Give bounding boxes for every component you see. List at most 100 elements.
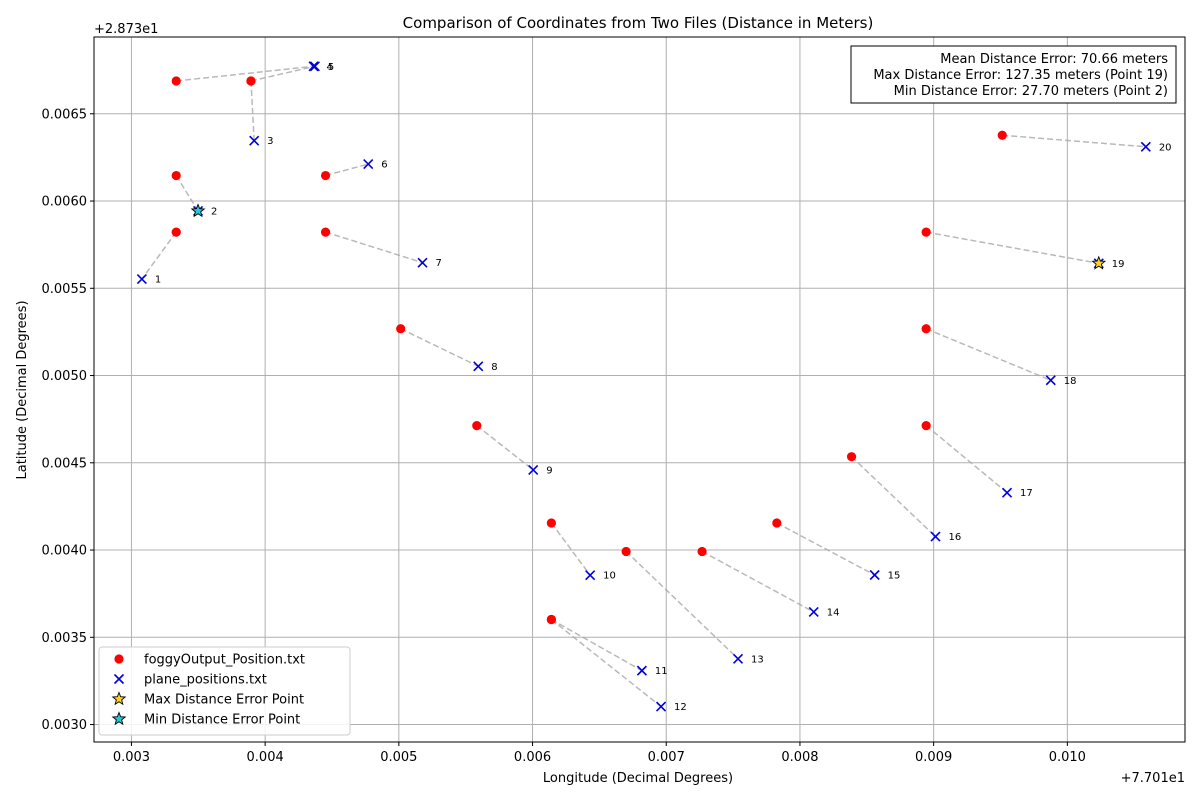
y-tick-label: 0.0055 — [42, 282, 88, 297]
connection-line — [400, 328, 479, 367]
plane-point — [930, 531, 941, 542]
legend-label: Max Distance Error Point — [144, 693, 304, 708]
foggy-point — [171, 170, 181, 181]
connection-lines — [141, 65, 1146, 708]
connection-line — [176, 65, 314, 82]
point-label: 17 — [1020, 488, 1033, 499]
point-label: 6 — [381, 160, 387, 171]
point-label: 12 — [674, 702, 687, 713]
legend-frame — [98, 646, 351, 736]
x-tick-label: 0.007 — [648, 750, 685, 765]
stats-min-text: Min Distance Error: 27.70 meters (Point … — [894, 84, 1168, 99]
connection-line — [551, 618, 643, 672]
plane-point — [808, 606, 819, 618]
plane-point — [655, 701, 667, 712]
axes: 0.003 0.004 0.005 0.006 0.007 0.008 0.009 0.010… — [42, 107, 1086, 765]
foggy-point — [246, 76, 256, 86]
chart-title: Comparison of Coordinates from Two Files… — [403, 14, 874, 32]
connection-line — [851, 456, 937, 538]
connection-line — [550, 522, 591, 576]
plane-point — [1045, 375, 1056, 386]
x-tick-label: 0.008 — [781, 750, 818, 765]
point-label: 7 — [436, 258, 442, 269]
legend-label: plane_positions.txt — [144, 673, 267, 688]
connection-line — [175, 175, 199, 212]
x-tick-label: 0.010 — [1049, 750, 1086, 765]
plane-point — [1001, 487, 1013, 498]
x-marker-stroke — [1140, 141, 1151, 152]
foggy-point — [921, 227, 931, 237]
point-label: 18 — [1064, 376, 1077, 387]
plane-point — [1140, 141, 1151, 152]
stats-max-text: Max Distance Error: 127.35 meters (Point… — [873, 68, 1168, 83]
x-marker-stroke — [308, 61, 319, 72]
plane-point — [473, 361, 484, 372]
x-axis-offset-label: +7.701e1 — [1121, 771, 1185, 786]
point-label: 3 — [267, 136, 273, 147]
legend-marker-star — [111, 691, 127, 706]
x-marker-stroke — [249, 135, 260, 146]
y-axis-offset-label: +2.873e1 — [94, 22, 158, 37]
plane-point — [585, 570, 596, 581]
foggy-point — [846, 452, 857, 462]
y-tick-label: 0.0045 — [42, 456, 88, 471]
legend-marker-x — [113, 673, 125, 685]
point-label: 14 — [827, 607, 840, 618]
foggy-point — [697, 546, 707, 557]
x-marker-stroke — [808, 606, 819, 618]
x-marker-stroke — [473, 361, 484, 372]
x-marker-stroke — [636, 665, 647, 676]
plane-point — [417, 257, 428, 268]
point-label: 19 — [1112, 259, 1125, 270]
connection-line — [325, 163, 369, 177]
point-label: 5 — [328, 62, 334, 73]
connection-line — [1002, 134, 1146, 148]
connection-line — [926, 231, 1099, 265]
plane-point — [732, 653, 744, 664]
x-marker-stroke — [309, 61, 320, 72]
x-tick-label: 0.004 — [247, 750, 284, 765]
max-distance-error-point-star — [1091, 255, 1107, 270]
foggy-point — [921, 324, 931, 334]
x-marker-stroke — [136, 273, 147, 285]
stats-box-frame — [850, 45, 1177, 104]
plane-point — [308, 61, 319, 72]
foggy-point — [621, 546, 631, 557]
x-marker-stroke — [1001, 487, 1013, 498]
plot-area-frame — [93, 36, 1186, 743]
y-tick-label: 0.0030 — [42, 718, 88, 733]
point-label: 9 — [546, 465, 552, 476]
x-marker-stroke — [417, 257, 428, 268]
x-tick-label: 0.003 — [113, 750, 150, 765]
foggy-point — [772, 518, 782, 528]
connection-line — [701, 550, 815, 613]
point-label: 4 — [327, 62, 333, 73]
connection-line — [625, 550, 739, 660]
plane-point — [249, 135, 260, 146]
legend: foggyOutput_Position.txt plane_positions.… — [98, 646, 351, 736]
legend-entries: foggyOutput_Position.txt plane_positions.… — [111, 653, 305, 728]
legend-marker-star — [111, 711, 127, 726]
x-axis-label: Longitude (Decimal Degrees) — [543, 771, 733, 786]
point-label: 20 — [1159, 142, 1172, 153]
x-marker-stroke — [113, 673, 125, 685]
foggy-point — [546, 518, 556, 528]
foggy-point — [472, 421, 482, 431]
connection-line — [550, 618, 662, 708]
connection-line — [141, 231, 177, 280]
x-tick-label: 0.006 — [514, 750, 551, 765]
point-label: 16 — [949, 532, 962, 543]
foggy-point — [921, 421, 931, 431]
x-marker-stroke — [655, 701, 667, 712]
legend-label: Min Distance Error Point — [144, 713, 300, 728]
x-marker-stroke — [1045, 375, 1056, 386]
x-marker-stroke — [585, 570, 596, 581]
plane-point — [636, 665, 647, 676]
x-marker-stroke — [869, 569, 880, 581]
x-marker-stroke — [930, 531, 941, 542]
plane-point — [363, 158, 374, 170]
plane-point — [136, 273, 147, 285]
foggy-point — [396, 324, 406, 334]
